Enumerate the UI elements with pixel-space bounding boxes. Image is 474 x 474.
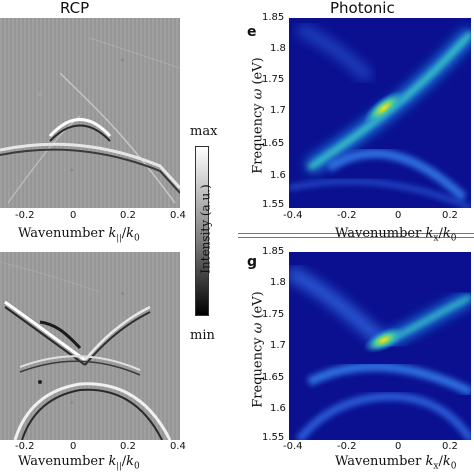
rt-xtick-4: 0.2 xyxy=(442,210,458,221)
rt-ytick-3: 1.75 xyxy=(262,74,285,85)
right-title: Photonic xyxy=(330,0,395,17)
photonic-map-top xyxy=(289,18,471,208)
rt-xtick-1: -0.4 xyxy=(283,210,303,221)
rt-xlabel: Wavenumber kx/k0 xyxy=(335,226,457,244)
colorbar-min-label: min xyxy=(190,328,215,343)
rb-xtick-3: 0 xyxy=(395,441,402,452)
rb-ytick-7: 1.55 xyxy=(262,432,285,443)
colorbar-max-label: max xyxy=(190,124,218,139)
rb-xlabel: Wavenumber kx/k0 xyxy=(335,454,457,472)
rcp-map-bottom xyxy=(0,252,180,440)
left-top-xtick-2: 0 xyxy=(70,210,77,221)
rt-xtick-3: 0 xyxy=(395,210,402,221)
left-bottom-xtick-4: 0.4 xyxy=(170,441,186,452)
rt-ylabel: Frequency ω (eV) xyxy=(250,57,266,174)
left-bottom-xtick-3: 0.2 xyxy=(120,441,136,452)
rb-ytick-5: 1.65 xyxy=(262,372,285,383)
left-top-xtick-3: 0.2 xyxy=(120,210,136,221)
rt-ytick-2: 1.8 xyxy=(270,43,286,54)
rt-ytick-1: 1.85 xyxy=(262,12,285,23)
left-top-xtick-1: -0.2 xyxy=(15,210,35,221)
rt-ytick-5: 1.65 xyxy=(262,138,285,149)
rt-ytick-7: 1.55 xyxy=(262,199,285,210)
rb-ytick-6: 1.6 xyxy=(270,403,286,414)
rb-ytick-1: 1.85 xyxy=(262,246,285,257)
left-title: RCP xyxy=(60,0,90,17)
panel-letter-e: e xyxy=(247,24,257,40)
panel-divider-1 xyxy=(238,233,474,234)
rt-ytick-6: 1.6 xyxy=(270,170,286,181)
rb-ytick-2: 1.8 xyxy=(270,277,286,288)
panel-letter-g: g xyxy=(247,254,258,270)
rb-xtick-1: -0.4 xyxy=(283,441,303,452)
rt-ytick-4: 1.7 xyxy=(270,105,286,116)
photonic-map-bottom xyxy=(289,252,471,440)
left-bottom-xtick-2: 0 xyxy=(70,441,77,452)
rb-ytick-4: 1.7 xyxy=(270,340,286,351)
rb-xtick-4: 0.2 xyxy=(442,441,458,452)
left-bottom-xlabel: Wavenumber k||/k0 xyxy=(18,454,140,472)
intensity-colorbar xyxy=(195,146,209,316)
rt-xtick-2: -0.2 xyxy=(337,210,357,221)
left-top-xlabel: Wavenumber k||/k0 xyxy=(18,226,140,244)
panel-divider-2 xyxy=(238,237,474,238)
left-top-xtick-4: 0.4 xyxy=(170,210,186,221)
colorbar-title: Intensity (a.u.) xyxy=(198,184,213,274)
left-bottom-xtick-1: -0.2 xyxy=(15,441,35,452)
rcp-map-top xyxy=(0,18,180,208)
rb-xtick-2: -0.2 xyxy=(337,441,357,452)
rb-ylabel: Frequency ω (eV) xyxy=(250,291,266,408)
rb-ytick-3: 1.75 xyxy=(262,309,285,320)
